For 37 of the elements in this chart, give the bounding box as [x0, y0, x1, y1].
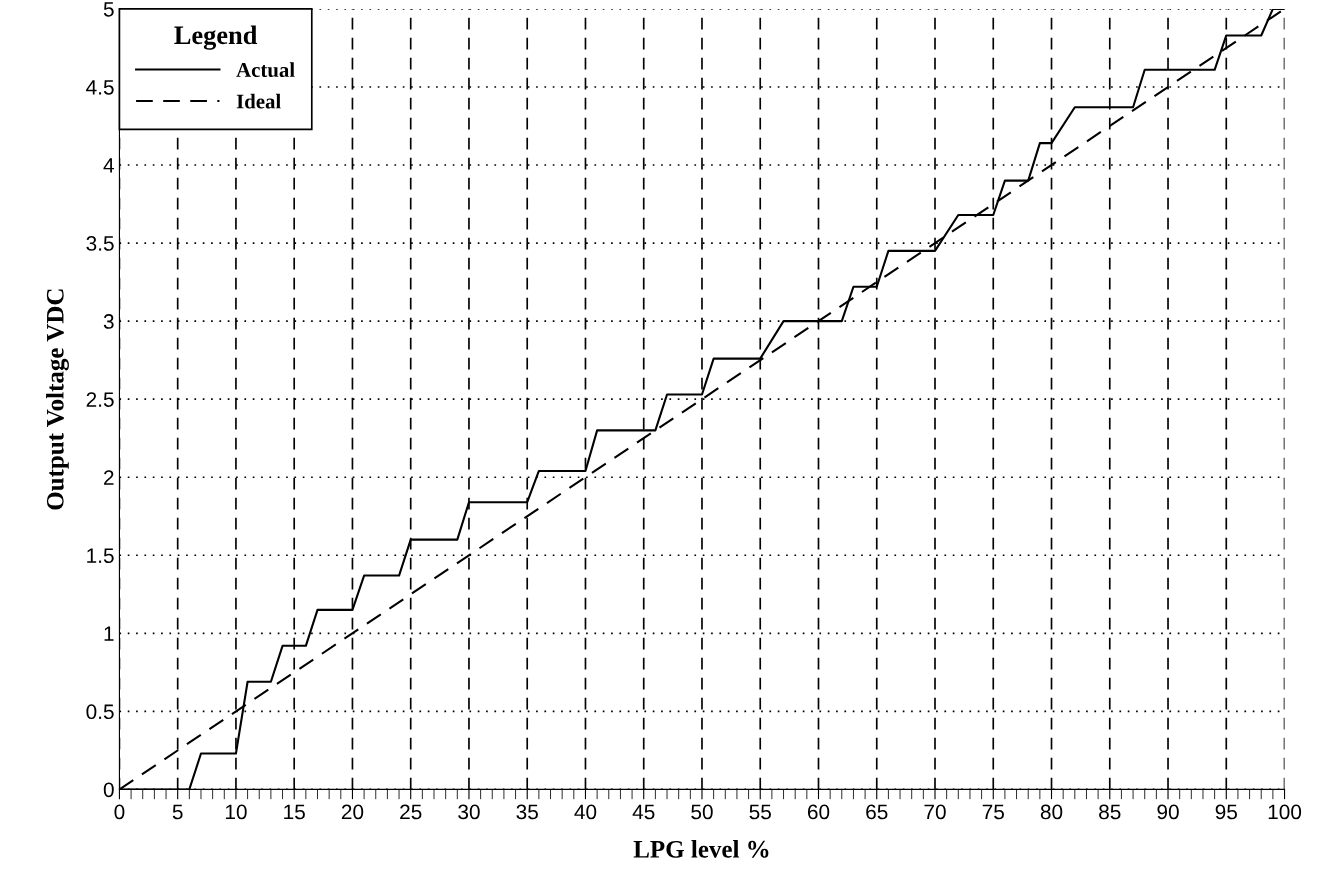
- legend-label: Actual: [236, 62, 295, 78]
- x-tick-label: 5: [172, 804, 183, 820]
- x-tick-label: 25: [400, 804, 422, 820]
- x-tick-label: 20: [341, 804, 364, 820]
- legend-label: Ideal: [236, 93, 281, 109]
- x-tick-label: 45: [632, 804, 655, 820]
- x-tick-label: 0: [114, 804, 125, 820]
- y-tick-label: 0: [103, 782, 114, 798]
- x-tick-label: 90: [1157, 804, 1179, 820]
- x-tick-label: 65: [866, 804, 888, 820]
- y-tick-label: 3.5: [86, 236, 114, 251]
- y-tick-label: 0.5: [86, 704, 114, 720]
- y-tick-label: 4: [103, 158, 114, 173]
- x-tick-label: 50: [691, 804, 713, 820]
- x-tick-label: 40: [574, 804, 597, 820]
- x-tick-label: 55: [749, 804, 771, 820]
- y-tick-label: 1: [104, 626, 114, 641]
- legend-title: Legend: [174, 25, 258, 50]
- x-tick-label: 95: [1215, 804, 1237, 820]
- x-tick-label: 30: [458, 804, 480, 820]
- x-tick-label: 15: [284, 804, 305, 820]
- x-axis-title: LPG level %: [633, 840, 769, 858]
- x-tick-label: 60: [807, 804, 830, 820]
- x-tick-label: 10: [225, 804, 247, 820]
- x-tick-label: 70: [924, 804, 946, 820]
- y-tick-label: 4.5: [86, 80, 114, 95]
- y-tick-label: 2.5: [86, 392, 114, 407]
- y-tick-label: 5: [103, 2, 114, 17]
- y-tick-label: 3: [103, 314, 114, 329]
- x-tick-label: 75: [982, 804, 1004, 820]
- x-tick-label: 80: [1040, 804, 1063, 820]
- x-tick-label: 100: [1268, 804, 1302, 820]
- x-tick-label: 85: [1099, 804, 1121, 820]
- y-tick-label: 2: [104, 470, 114, 485]
- x-tick-label: 35: [516, 804, 538, 820]
- y-axis-title: Output Voltage VDC: [46, 289, 69, 510]
- y-tick-label: 1.5: [87, 548, 114, 564]
